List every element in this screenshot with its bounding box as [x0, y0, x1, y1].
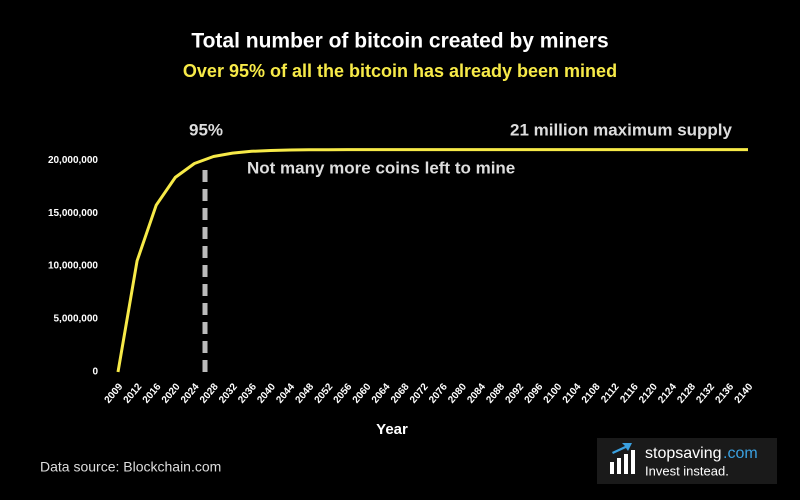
y-tick-label: 15,000,000: [48, 208, 98, 219]
annotation: 21 million maximum supply: [510, 120, 733, 139]
y-tick-label: 20,000,000: [48, 155, 98, 166]
brand-suffix: .com: [723, 445, 758, 462]
brand-icon: [610, 443, 635, 474]
brand-tagline: Invest instead.: [645, 463, 729, 478]
y-tick-label: 5,000,000: [54, 314, 99, 325]
y-tick-label: 0: [92, 367, 98, 378]
y-tick-label: 10,000,000: [48, 261, 98, 272]
annotation: Not many more coins left to mine: [247, 158, 515, 177]
data-line: [116, 148, 748, 373]
chart-title: Total number of bitcoin created by miner…: [191, 30, 608, 53]
chart-subtitle: Over 95% of all the bitcoin has already …: [183, 61, 617, 81]
brand-name: stopsaving: [645, 445, 722, 462]
source-note: Data source: Blockchain.com: [40, 459, 221, 475]
annotation: 95%: [189, 120, 223, 139]
x-axis-label: Year: [376, 421, 408, 438]
